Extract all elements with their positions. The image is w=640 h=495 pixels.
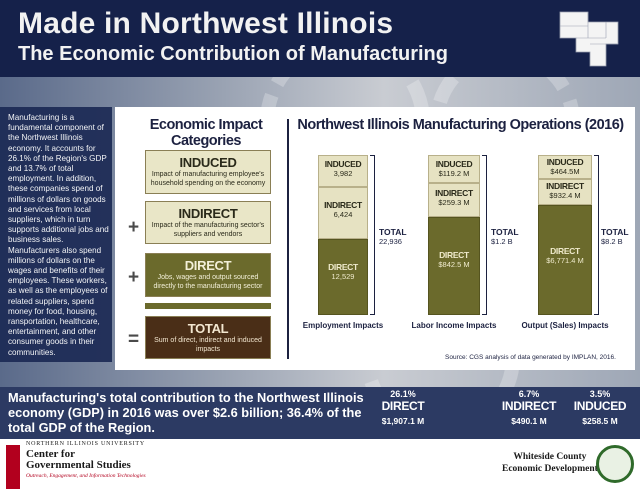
total-label: TOTAL — [379, 227, 407, 237]
partner-line1: Whiteside County — [513, 452, 587, 462]
labor-direct: DIRECT $842.5 M — [428, 217, 480, 315]
segment-value: $932.4 M — [549, 191, 581, 200]
intro-panel: Manufacturing is a fundamental component… — [0, 107, 112, 362]
employment-indirect: INDIRECT 6,424 — [318, 187, 368, 239]
total-label: TOTAL — [491, 227, 519, 237]
total-value: 22,936 — [379, 237, 402, 246]
kpi-pct: 26.1% — [390, 389, 416, 399]
labor-label: Labor Income Impacts — [411, 321, 497, 330]
labor-induced: INDUCED $119.2 M — [428, 155, 480, 183]
total-bracket — [594, 155, 599, 315]
kpi-value: $1,907.1 M — [381, 416, 425, 426]
segment-name: DIRECT — [550, 246, 580, 256]
category-desc: Jobs, wages and output sourced directly … — [153, 274, 263, 290]
category-desc: Impact of the manufacturing sector's sup… — [151, 222, 265, 238]
center-tagline: Outreach, Engagement, and Information Te… — [26, 473, 146, 479]
page-title: Made in Northwest Illinois — [18, 7, 394, 40]
segment-name: INDUCED — [546, 157, 584, 167]
segment-value: $259.3 M — [438, 198, 470, 207]
output-indirect: INDIRECT $932.4 M — [538, 179, 592, 205]
category-name: INDIRECT — [178, 206, 238, 221]
partner-line2: Economic Development — [502, 464, 598, 474]
header-banner: Made in Northwest Illinois The Economic … — [0, 0, 640, 77]
total-bracket — [482, 155, 487, 315]
intro-text: Manufacturing is a fundamental component… — [8, 113, 109, 357]
partner-name: Whiteside County Economic Development — [502, 451, 598, 475]
employment-direct: DIRECT 12,529 — [318, 239, 368, 315]
labor-indirect: INDIRECT $259.3 M — [428, 183, 480, 217]
categories-title: Economic Impact Categories — [149, 117, 263, 149]
kpi-indirect: 6.7% INDIRECT $490.1 M — [489, 387, 569, 426]
page-subtitle: The Economic Contribution of Manufacturi… — [18, 43, 448, 65]
total-bracket — [370, 155, 375, 315]
kpi-value: $258.5 M — [582, 416, 618, 426]
employment-total: TOTAL 22,936 — [379, 227, 407, 246]
employment-label: Employment Impacts — [302, 321, 384, 330]
region-map-icon — [559, 11, 619, 67]
segment-name: INDIRECT — [435, 188, 473, 198]
footer: NORTHERN ILLINOIS UNIVERSITY Center for … — [0, 439, 640, 495]
segment-value: $464.5M — [550, 167, 580, 176]
output-induced: INDUCED $464.5M — [538, 155, 592, 179]
operations-title: Northwest Illinois Manufacturing Operati… — [297, 117, 624, 133]
segment-value: 6,424 — [333, 210, 353, 219]
center-name-line1: Center for — [26, 448, 75, 460]
summary-text: Manufacturing's total contribution to th… — [8, 390, 364, 435]
summary-band: Manufacturing's total contribution to th… — [0, 387, 640, 439]
plus-sign: + — [128, 217, 140, 238]
category-indirect: INDIRECT Impact of the manufacturing sec… — [145, 201, 271, 244]
category-name: INDUCED — [179, 155, 237, 170]
kpi-name: INDIRECT — [501, 399, 557, 413]
employment-induced: INDUCED 3,982 — [318, 155, 368, 187]
labor-total: TOTAL $1.2 B — [491, 227, 519, 246]
total-label: TOTAL — [601, 227, 629, 237]
center-name-line2: Governmental Studies — [26, 459, 131, 471]
category-name: TOTAL — [187, 321, 229, 336]
source-note: Source: CGS analysis of data generated b… — [445, 354, 616, 361]
category-desc: Impact of manufacturing employee's house… — [150, 171, 266, 187]
segment-name: INDIRECT — [546, 181, 584, 191]
category-direct: DIRECT Jobs, wages and output sourced di… — [145, 253, 271, 297]
segment-value: $842.5 M — [438, 260, 470, 269]
output-direct: DIRECT $6,771.4 M — [538, 205, 592, 315]
kpi-pct: 6.7% — [518, 389, 540, 399]
total-value: $8.2 B — [601, 237, 623, 246]
output-total: TOTAL $8.2 B — [601, 227, 629, 246]
category-desc: Sum of direct, indirect and induced impa… — [154, 337, 262, 353]
segment-value: 12,529 — [331, 272, 355, 281]
total-value: $1.2 B — [491, 237, 513, 246]
segment-value: $6,771.4 M — [546, 256, 584, 265]
kpi-pct: 3.5% — [589, 389, 611, 399]
plus-sign: + — [128, 267, 140, 288]
partner-logo-icon — [596, 445, 634, 483]
niu-logo-icon — [6, 445, 20, 489]
impact-panel: Economic Impact Categories Northwest Ill… — [115, 107, 635, 370]
segment-name: DIRECT — [439, 250, 469, 260]
kpi-name: DIRECT — [381, 399, 425, 413]
segment-name: INDIRECT — [324, 200, 362, 210]
category-induced: INDUCED Impact of manufacturing employee… — [145, 150, 271, 194]
university-name: NORTHERN ILLINOIS UNIVERSITY — [26, 441, 146, 447]
kpi-induced: 3.5% INDUCED $258.5 M — [563, 387, 637, 426]
divider — [287, 119, 289, 359]
segment-name: DIRECT — [328, 262, 358, 272]
kpi-name: INDUCED — [573, 399, 627, 413]
segment-value: $119.2 M — [438, 169, 470, 178]
segment-name: INDUCED — [435, 159, 473, 169]
kpi-value: $490.1 M — [511, 416, 547, 426]
equals-sign: = — [128, 329, 140, 350]
cgs-logo-text: NORTHERN ILLINOIS UNIVERSITY Center for … — [26, 441, 146, 479]
category-name: DIRECT — [184, 258, 232, 273]
segment-value: 3,982 — [333, 169, 353, 178]
kpi-direct: 26.1% DIRECT $1,907.1 M — [363, 387, 443, 426]
sum-line — [145, 303, 271, 309]
category-total: TOTAL Sum of direct, indirect and induce… — [145, 316, 271, 359]
output-label: Output (Sales) Impacts — [521, 321, 609, 330]
segment-name: INDUCED — [324, 159, 362, 169]
